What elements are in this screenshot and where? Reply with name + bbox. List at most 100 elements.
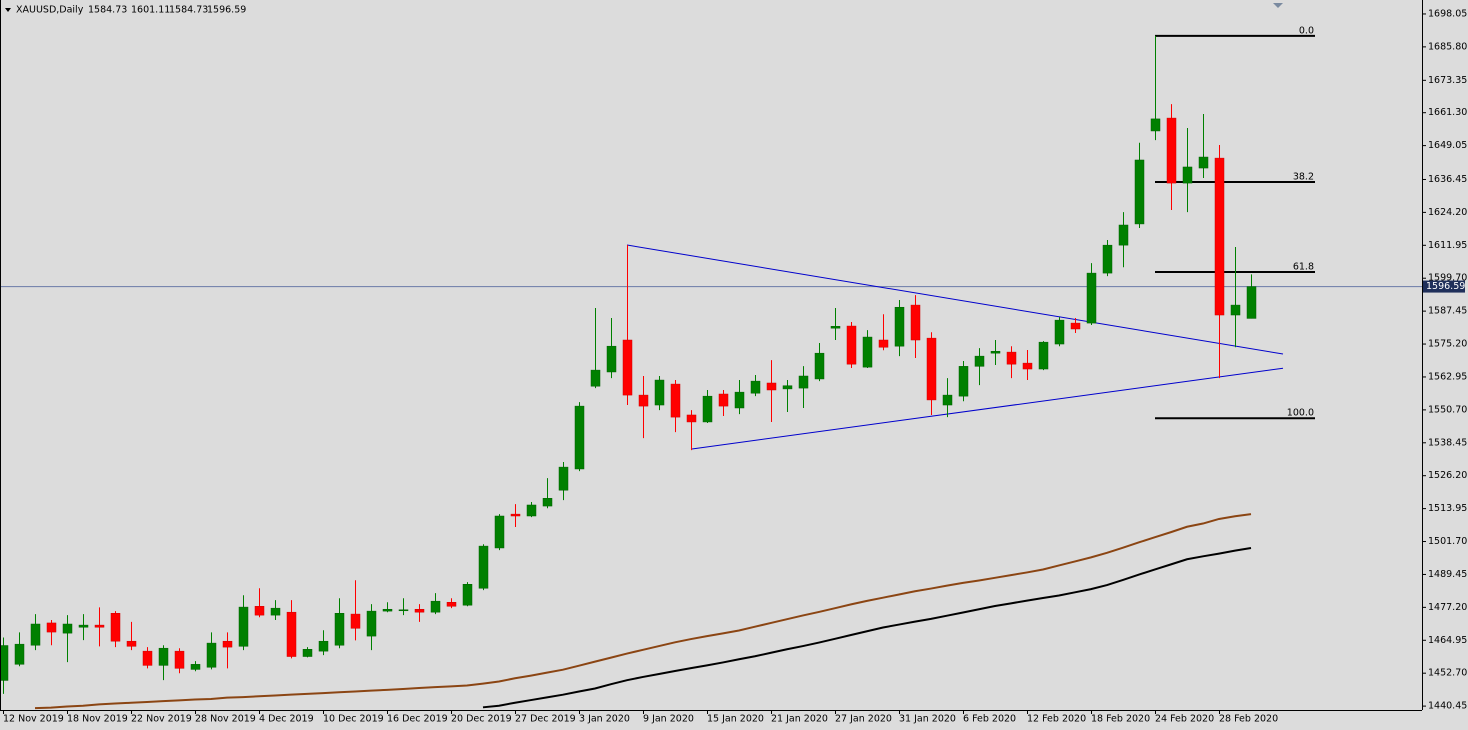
x-tick-label: 12 Nov 2019	[3, 714, 64, 725]
candle-body	[622, 339, 633, 396]
candle-body	[846, 325, 857, 365]
header-value: 1596.59	[207, 5, 246, 16]
candle-body	[478, 545, 489, 589]
candle-body	[62, 623, 73, 634]
candle-body	[206, 642, 217, 668]
candle-body	[46, 622, 57, 633]
y-tick-label: 1440.45	[1428, 701, 1467, 712]
candle-body	[270, 607, 281, 616]
candle-body	[1182, 166, 1193, 184]
candle-body	[334, 613, 345, 646]
candle-body	[878, 339, 889, 348]
candle-body	[750, 380, 761, 394]
x-tick-label: 28 Nov 2019	[195, 714, 256, 725]
y-tick-label: 1575.20	[1428, 339, 1467, 350]
candle-body	[510, 513, 521, 517]
candle-body	[302, 649, 313, 657]
candle-body	[1054, 319, 1065, 345]
x-tick-label: 27 Dec 2019	[515, 714, 576, 725]
candle-body	[350, 613, 361, 629]
candle-body	[318, 640, 329, 652]
candle-body	[638, 394, 649, 407]
y-tick-label: 1661.30	[1428, 107, 1467, 118]
candle-body	[926, 337, 937, 401]
candle-body	[654, 379, 665, 406]
y-tick-label: 1452.70	[1428, 668, 1467, 679]
candle-body	[1246, 286, 1257, 319]
candle-body	[670, 383, 681, 418]
plot-area: 0.0 38.2 61.8 100.0	[0, 25, 1422, 710]
candle-body	[910, 304, 921, 341]
candle-body	[142, 650, 153, 666]
candle-body	[174, 650, 185, 669]
y-tick-label: 1513.95	[1428, 503, 1467, 514]
candle-body	[1166, 117, 1177, 184]
x-tick-label: 22 Nov 2019	[131, 714, 192, 725]
y-tick-label: 1624.20	[1428, 207, 1467, 218]
trendline	[690, 367, 1284, 450]
candle-body	[590, 369, 601, 387]
candle-body	[990, 351, 1001, 354]
candle-body	[606, 345, 617, 373]
candle-body	[158, 647, 169, 666]
moving-average	[482, 546, 1252, 709]
y-tick-label: 1501.70	[1428, 536, 1467, 547]
collapse-icon	[5, 8, 11, 12]
candle-body	[718, 393, 729, 407]
header-value: 1584.73	[88, 5, 127, 16]
candle-body	[494, 515, 505, 549]
candle-body	[734, 391, 745, 409]
x-tick-label: 31 Jan 2020	[899, 714, 956, 725]
candle-body	[254, 606, 265, 616]
y-tick-label: 1477.20	[1428, 602, 1467, 613]
candle-body	[110, 613, 121, 642]
candle-body	[1006, 351, 1017, 365]
candle-body	[798, 375, 809, 389]
y-tick-label: 1636.45	[1428, 174, 1467, 185]
candle-body	[958, 366, 969, 397]
candle-body	[462, 584, 473, 606]
x-tick-label: 21 Jan 2020	[771, 714, 828, 725]
y-tick-label: 1464.95	[1428, 635, 1467, 646]
candle-body	[574, 405, 585, 470]
candle-body	[126, 640, 137, 647]
x-tick-label: 6 Feb 2020	[963, 714, 1016, 725]
candle-body	[30, 623, 41, 646]
price-label-box	[1423, 280, 1465, 293]
y-tick-label: 1673.35	[1428, 75, 1467, 86]
candle-body	[894, 306, 905, 347]
header-value: 1584.73	[169, 5, 208, 16]
y-tick-label: 1562.95	[1428, 371, 1467, 382]
y-tick-label: 1550.70	[1428, 404, 1467, 415]
symbol: XAUUSD,Daily	[16, 5, 84, 16]
moving-average	[34, 513, 1252, 710]
candle-body	[1038, 341, 1049, 370]
candle-body	[542, 498, 553, 507]
candle-body	[286, 611, 297, 657]
y-tick-label: 1698.05	[1428, 8, 1467, 19]
y-tick-label: 1538.45	[1428, 437, 1467, 448]
candle-body	[974, 355, 985, 367]
candle-body	[366, 610, 377, 637]
candle-body	[702, 395, 713, 423]
candle-body	[1070, 322, 1081, 330]
fib-label: 61.8	[1293, 262, 1314, 273]
candle-body	[1118, 224, 1129, 246]
y-tick-label: 1587.45	[1428, 306, 1467, 317]
x-tick-label: 27 Jan 2020	[835, 714, 892, 725]
x-tick-label: 4 Dec 2019	[259, 714, 314, 725]
candle-body	[238, 606, 249, 647]
candle-body	[430, 600, 441, 613]
price-label: 1596.59	[1426, 281, 1465, 292]
trendline	[626, 244, 1284, 355]
x-tick-label: 3 Jan 2020	[579, 714, 630, 725]
y-tick-label: 1611.95	[1428, 240, 1467, 251]
y-tick-label: 1599.70	[1428, 273, 1467, 284]
candle-body	[558, 466, 569, 491]
x-tick-label: 9 Jan 2020	[643, 714, 694, 725]
x-tick-label: 28 Feb 2020	[1219, 714, 1278, 725]
y-tick-label: 1685.80	[1428, 41, 1467, 52]
x-tick-label: 18 Feb 2020	[1091, 714, 1150, 725]
candle-body	[942, 394, 953, 406]
